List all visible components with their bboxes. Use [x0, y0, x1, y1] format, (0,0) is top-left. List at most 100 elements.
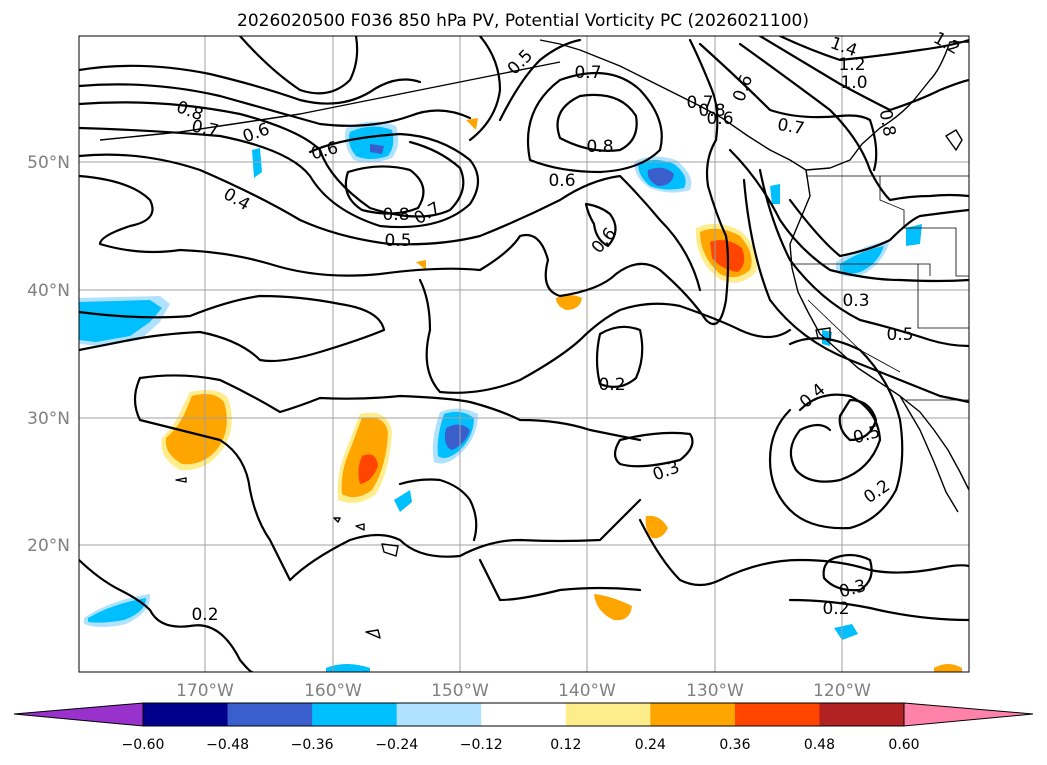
- contour-label: 0.8: [875, 108, 899, 138]
- pv-contour: [478, 558, 642, 602]
- pv-shade-positive: [594, 594, 632, 621]
- pv-contour: [742, 178, 969, 404]
- pv-shade-positive: [358, 454, 378, 484]
- pv-contour: [79, 101, 465, 218]
- colorbar-tick-label: −0.12: [460, 737, 503, 753]
- pv-contour: [788, 198, 969, 258]
- pv-contour: [79, 153, 702, 292]
- colorbar-tick-label: 0.60: [888, 737, 919, 753]
- lon-tick-label: 150°W: [431, 681, 489, 701]
- pv-contour: [838, 398, 878, 442]
- pv-contour: [758, 168, 969, 348]
- map-frame: [78, 35, 970, 673]
- pv-shade-positive: [416, 260, 426, 270]
- colorbar-segment: [734, 703, 820, 726]
- pv-contour: [584, 202, 617, 248]
- pv-contour: [595, 325, 644, 389]
- lon-tick-label: 160°W: [304, 681, 362, 701]
- pv-contour: [788, 598, 969, 622]
- pv-contour: [344, 165, 425, 215]
- pv-shade-negative: [370, 144, 384, 154]
- latitude-labels: 50°N 40°N 30°N 20°N: [27, 153, 70, 556]
- pv-contour: [778, 36, 969, 62]
- contour-label: 0.3: [842, 291, 869, 311]
- hawaii-island: [381, 543, 399, 557]
- lat-tick-label: 30°N: [27, 409, 70, 429]
- baja-coastline: [899, 395, 959, 513]
- lon-tick-label: 130°W: [686, 681, 744, 701]
- pv-contour: [526, 71, 663, 174]
- map-panel: 0.8 0.7 0.6 0.5 0.7 0.8 0.6 0.7 0.6 0.5 …: [27, 28, 970, 701]
- colorbar-segment: [819, 703, 905, 726]
- colorbar-segments: [143, 703, 905, 726]
- pv-shade-negative: [326, 664, 370, 672]
- pv-shade-positive: [466, 118, 478, 130]
- lon-tick-label: 120°W: [813, 681, 871, 701]
- pv-contour: [789, 393, 882, 483]
- pv-contour: [238, 36, 359, 95]
- pv-shade-positive: [556, 295, 582, 310]
- pv-shade-negative: [834, 624, 858, 640]
- island: [945, 129, 963, 151]
- pv-shade-positive: [165, 394, 227, 465]
- pv-contour: [79, 64, 422, 105]
- colorbar-labels: −0.60 −0.48 −0.36 −0.24 −0.12 0.12 0.24 …: [122, 737, 920, 753]
- pv-contour: [79, 558, 254, 672]
- pv-contour: [468, 36, 502, 142]
- pv-shade-negative: [252, 148, 262, 178]
- pv-contour: [556, 93, 638, 152]
- pv-shade-negative: [647, 167, 674, 186]
- state-border: [917, 264, 969, 329]
- pv-contour: [498, 38, 582, 122]
- contour-label: 0.8: [586, 137, 613, 157]
- lat-tick-label: 50°N: [27, 153, 70, 173]
- contour-label: 1.0: [840, 73, 867, 93]
- lon-tick-label: 170°W: [176, 681, 234, 701]
- pv-contour: [768, 337, 904, 530]
- contour-label: 0.2: [598, 375, 625, 395]
- colorbar-tick-label: −0.36: [291, 737, 334, 753]
- longitude-labels: 170°W 160°W 150°W 140°W 130°W 120°W: [176, 681, 871, 701]
- pv-contour: [398, 478, 478, 542]
- colorbar-extend-under: [13, 702, 144, 727]
- colorbar-tick-label: 0.36: [719, 737, 750, 753]
- contour-label: 0.2: [822, 599, 849, 619]
- contour-label: 0.2: [191, 605, 218, 625]
- island: [365, 629, 381, 639]
- pv-contour: [738, 42, 969, 202]
- pv-shading: [79, 118, 962, 672]
- state-border: [790, 263, 931, 276]
- colorbar-segment: [650, 703, 736, 726]
- lat-tick-label: 20°N: [27, 536, 70, 556]
- contour-label: 0.5: [886, 325, 913, 345]
- pv-contour: [758, 36, 969, 112]
- pv-contour: [79, 294, 386, 363]
- pv-contour: [133, 376, 642, 582]
- pv-contour: [79, 38, 730, 326]
- colorbar-segment: [312, 703, 398, 726]
- colorbar-tick-label: 0.48: [804, 737, 835, 753]
- figure-title: 2026020500 F036 850 hPa PV, Potential Vo…: [237, 11, 809, 31]
- colorbar-segment: [396, 703, 482, 726]
- colorbar-tick-label: 0.12: [550, 737, 581, 753]
- colorbar-tick-label: 0.24: [635, 737, 666, 753]
- colorbar-segment: [565, 703, 651, 726]
- pv-contour: [822, 553, 873, 592]
- colorbar-tick-label: −0.24: [375, 737, 418, 753]
- pv-shade-positive: [934, 664, 962, 672]
- colorbar-tick-label: −0.60: [122, 737, 165, 753]
- colorbar: −0.60 −0.48 −0.36 −0.24 −0.12 0.12 0.24 …: [13, 702, 1034, 753]
- pv-shade-negative: [88, 598, 146, 623]
- pv-shade-positive: [645, 515, 668, 539]
- lat-tick-label: 40°N: [27, 281, 70, 301]
- contour-label: 0.5: [384, 231, 411, 251]
- hawaii-island: [333, 517, 341, 523]
- hawaii-island: [355, 523, 365, 531]
- pv-contours: [79, 36, 969, 672]
- pv-shade-negative: [906, 224, 922, 246]
- contour-label: 0.8: [698, 101, 725, 121]
- pv-shade-negative: [840, 246, 884, 274]
- pv-contour: [79, 126, 480, 229]
- pv-contour: [613, 431, 694, 468]
